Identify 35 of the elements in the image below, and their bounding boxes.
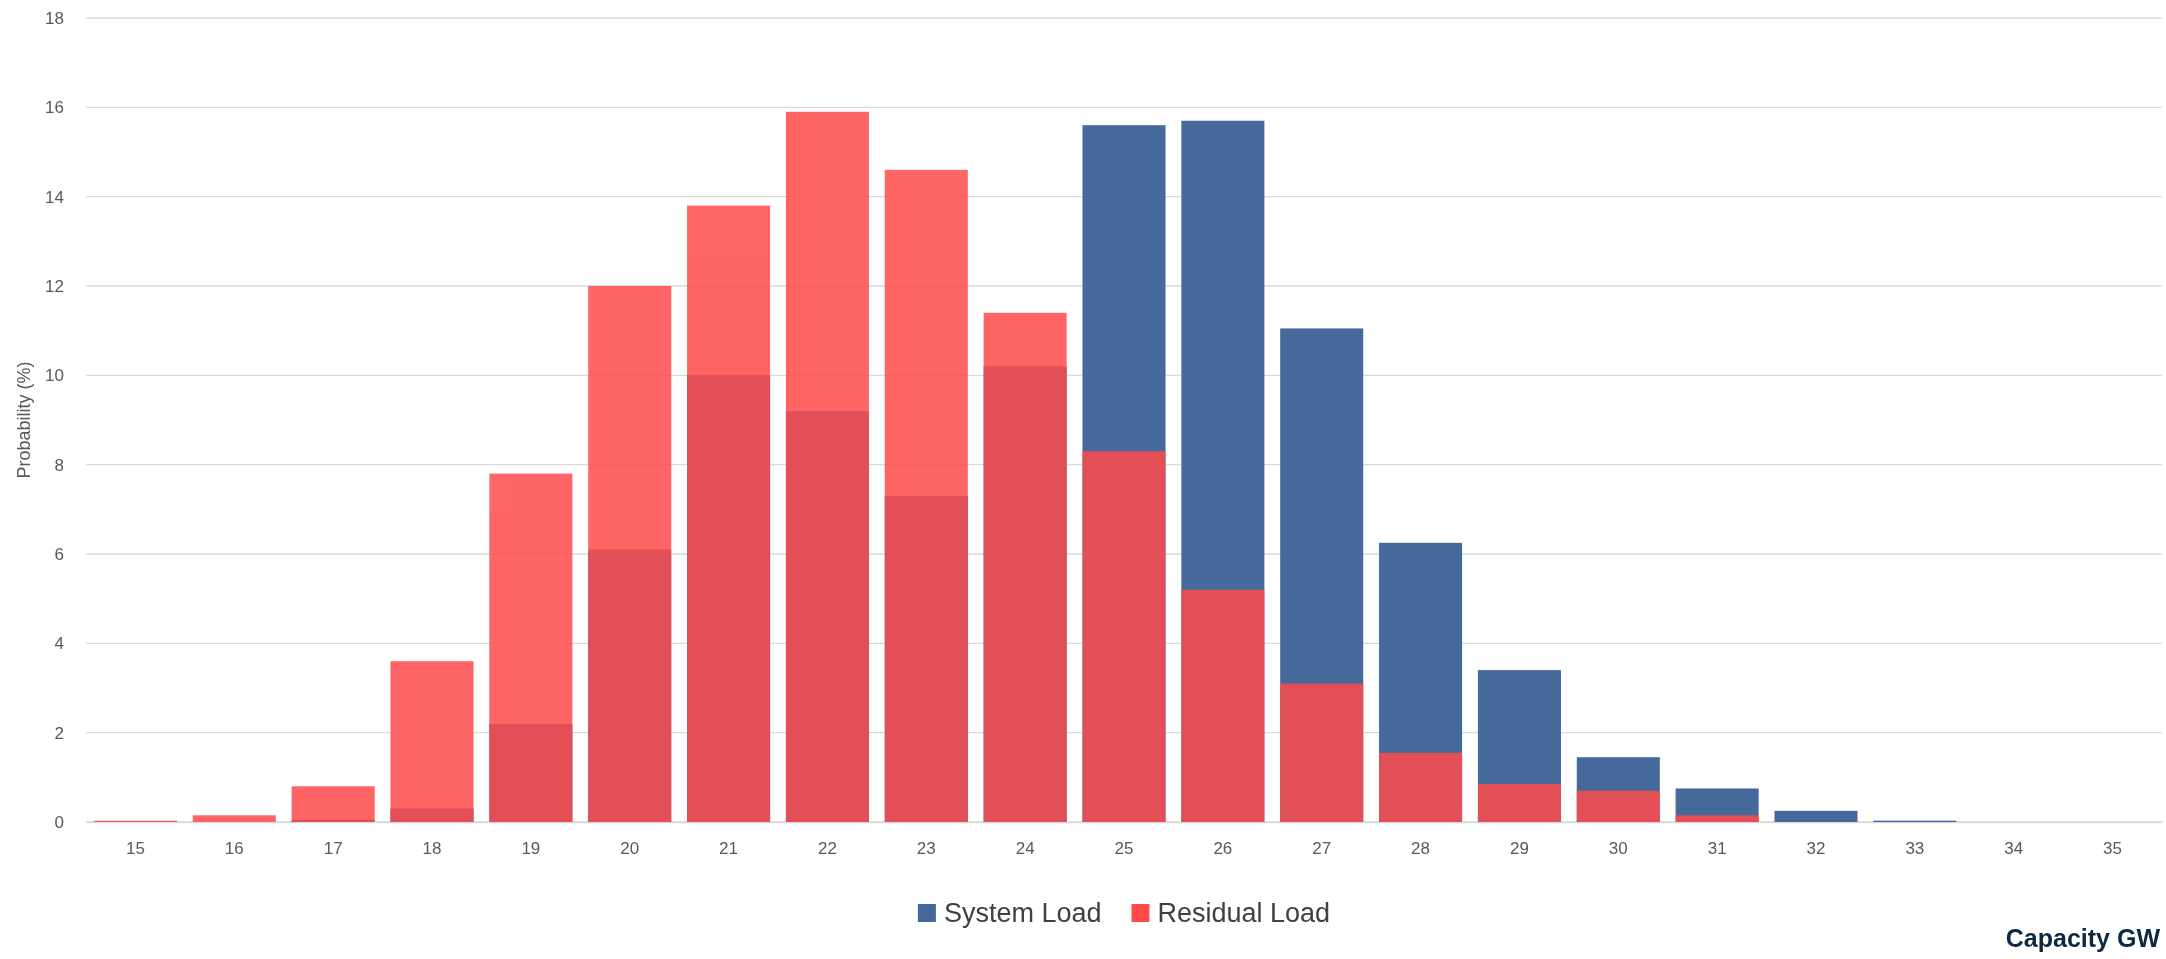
x-tick-label: 34	[2004, 839, 2024, 859]
y-tick-label: 14	[45, 187, 64, 207]
y-tick-label: 16	[45, 98, 64, 118]
x-tick-label: 35	[2103, 839, 2123, 859]
x-tick-label: 20	[620, 839, 640, 859]
y-tick-label: 18	[45, 8, 64, 28]
legend-label: Residual Load	[1157, 898, 1331, 928]
y-tick-label: 4	[54, 634, 64, 654]
x-tick-label: 26	[1213, 839, 1233, 859]
x-tick-label: 17	[323, 839, 343, 859]
y-tick-label: 12	[45, 276, 64, 296]
y-axis-title: Probability (%)	[14, 361, 34, 479]
x-tick-label: 29	[1509, 839, 1529, 859]
y-tick-label: 10	[45, 366, 64, 386]
x-tick-label: 25	[1114, 839, 1134, 859]
x-tick-label: 27	[1312, 839, 1332, 859]
x-axis-title: Capacity GW	[2005, 924, 2161, 952]
y-tick-label: 2	[54, 723, 64, 743]
legend-label: System Load	[943, 898, 1102, 928]
x-tick-label: 32	[1806, 839, 1826, 859]
x-tick-label: 24	[1015, 839, 1035, 859]
x-tick-label: 16	[224, 839, 244, 859]
x-tick-label: 23	[916, 839, 936, 859]
y-tick-label: 8	[54, 455, 64, 475]
y-tick-label: 6	[54, 544, 64, 564]
x-tick-label: 28	[1411, 839, 1431, 859]
x-tick-label: 31	[1707, 839, 1727, 859]
x-tick-label: 18	[422, 839, 442, 859]
x-tick-label: 19	[521, 839, 541, 859]
x-tick-label: 15	[125, 839, 145, 859]
y-tick-label: 0	[54, 812, 64, 832]
x-tick-label: 21	[719, 839, 739, 859]
x-tick-label: 33	[1905, 839, 1925, 859]
x-tick-label: 22	[817, 839, 837, 859]
x-tick-label: 30	[1608, 839, 1628, 859]
